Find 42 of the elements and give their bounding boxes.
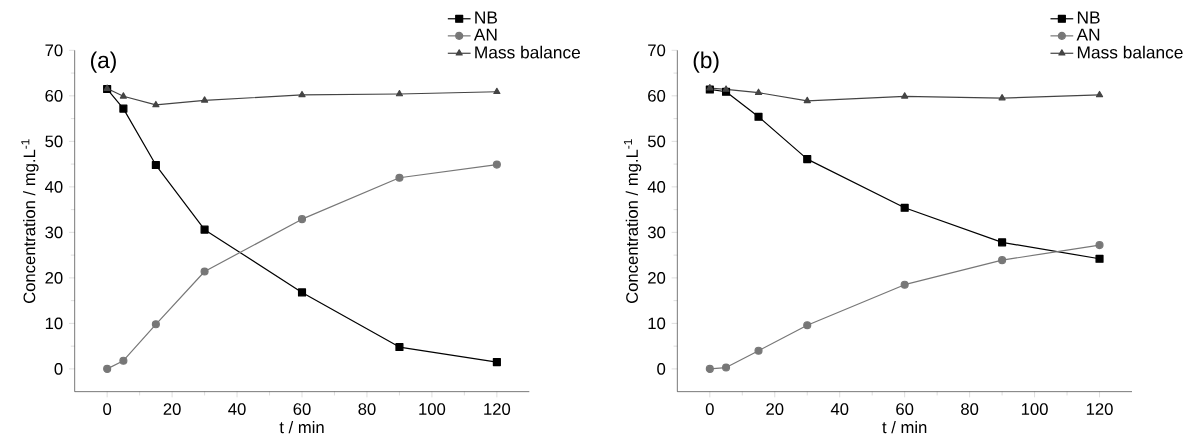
legend-label: NB <box>1077 11 1100 24</box>
y-tick-label: 70 <box>648 44 666 57</box>
y-tick-label: 0 <box>54 363 63 375</box>
x-tick-label: 120 <box>1086 403 1113 415</box>
chart-title: (a) <box>91 51 116 73</box>
x-tick-label: 20 <box>163 403 181 415</box>
y-tick-label: 60 <box>45 89 63 102</box>
y-axis-title: Concentration / mg.L$^{-1}$ <box>21 139 39 304</box>
y-tick-label: 0 <box>657 363 666 375</box>
y-tick-label: 30 <box>45 226 63 239</box>
y-tick-label: 30 <box>647 226 666 239</box>
legend-label: NB <box>475 11 498 24</box>
legend-label: AN <box>1076 28 1100 41</box>
y-tick-label: 40 <box>45 180 63 193</box>
x-tick-label: 100 <box>419 403 446 415</box>
y-tick-label: 10 <box>648 317 666 330</box>
legend-label: AN <box>473 28 497 41</box>
legend-label: Mass balance <box>475 45 580 59</box>
y-tick-label: 50 <box>45 135 63 148</box>
x-axis-title: t / min <box>279 421 324 434</box>
y-tick-label: 60 <box>648 89 666 102</box>
x-tick-label: 40 <box>830 403 849 415</box>
x-tick-label: 60 <box>293 403 311 415</box>
legend-label: Mass balance <box>1077 45 1183 59</box>
x-tick-label: 100 <box>1021 403 1048 415</box>
x-tick-label: 80 <box>961 403 979 415</box>
x-tick-label: 120 <box>484 403 511 415</box>
y-tick-label: 40 <box>647 180 666 193</box>
chart-title: (b) <box>693 51 719 73</box>
y-tick-label: 50 <box>647 135 666 148</box>
y-tick-label: 70 <box>45 44 63 57</box>
y-axis-title: Concentration / mg.L$^{-1}$ <box>623 139 642 304</box>
x-tick-label: 60 <box>896 403 914 415</box>
x-tick-label: 20 <box>766 403 784 415</box>
y-tick-label: 20 <box>648 271 666 284</box>
x-tick-label: 80 <box>358 403 376 415</box>
x-tick-label: 40 <box>228 403 246 415</box>
y-tick-label: 10 <box>45 317 63 330</box>
x-tick-label: 0 <box>103 403 112 415</box>
x-tick-label: 0 <box>705 403 714 415</box>
y-tick-label: 20 <box>45 271 63 284</box>
x-axis-title: t / min <box>882 421 927 434</box>
